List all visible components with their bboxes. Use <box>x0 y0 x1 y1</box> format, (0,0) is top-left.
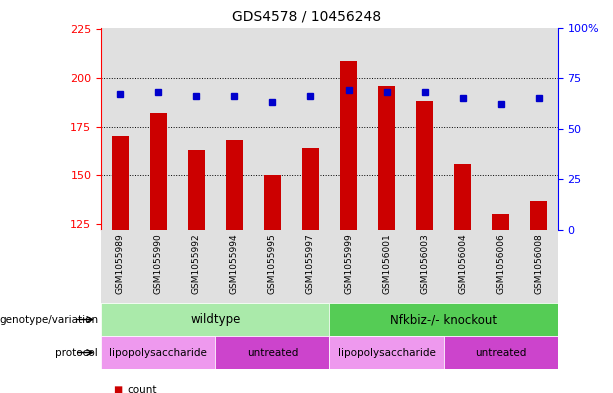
Bar <box>454 164 471 230</box>
Bar <box>406 28 444 230</box>
Text: lipopolysaccharide: lipopolysaccharide <box>109 347 207 358</box>
Bar <box>291 230 330 303</box>
Bar <box>444 336 558 369</box>
Bar <box>215 28 253 230</box>
Bar <box>482 230 520 303</box>
Bar <box>139 28 177 230</box>
Text: GSM1055989: GSM1055989 <box>116 233 124 294</box>
Bar <box>101 230 139 303</box>
Text: GSM1055990: GSM1055990 <box>154 233 162 294</box>
Text: GSM1055999: GSM1055999 <box>344 233 353 294</box>
Bar <box>101 28 139 230</box>
Text: GSM1055995: GSM1055995 <box>268 233 277 294</box>
Bar <box>368 230 406 303</box>
Text: GSM1056008: GSM1056008 <box>535 233 543 294</box>
Text: GSM1055994: GSM1055994 <box>230 233 239 294</box>
Bar <box>444 28 482 230</box>
Text: untreated: untreated <box>475 347 527 358</box>
Bar <box>378 86 395 230</box>
Bar <box>253 28 291 230</box>
Bar <box>416 101 433 230</box>
Bar <box>150 113 167 230</box>
Bar <box>101 336 215 369</box>
Bar <box>177 28 215 230</box>
Text: ■: ■ <box>113 385 123 393</box>
Text: Nfkbiz-/- knockout: Nfkbiz-/- knockout <box>390 313 497 326</box>
Bar <box>188 150 205 230</box>
Bar <box>340 61 357 230</box>
Text: untreated: untreated <box>246 347 298 358</box>
Bar <box>406 230 444 303</box>
Bar <box>139 230 177 303</box>
Text: wildtype: wildtype <box>190 313 240 326</box>
Bar <box>112 136 129 230</box>
Bar <box>264 175 281 230</box>
Bar <box>177 230 215 303</box>
Bar <box>530 201 547 230</box>
Bar <box>101 303 330 336</box>
Bar <box>368 28 406 230</box>
Bar <box>330 303 558 336</box>
Text: lipopolysaccharide: lipopolysaccharide <box>338 347 435 358</box>
Text: genotype/variation: genotype/variation <box>0 314 98 325</box>
Text: GSM1055997: GSM1055997 <box>306 233 315 294</box>
Text: GSM1056004: GSM1056004 <box>458 233 467 294</box>
Text: GSM1056003: GSM1056003 <box>420 233 429 294</box>
Bar <box>215 336 330 369</box>
Bar <box>520 230 558 303</box>
Bar <box>492 214 509 230</box>
Bar <box>226 140 243 230</box>
Text: count: count <box>127 385 156 393</box>
Bar <box>520 28 558 230</box>
Text: GSM1056001: GSM1056001 <box>382 233 391 294</box>
Text: GSM1055992: GSM1055992 <box>192 233 201 294</box>
Bar <box>444 230 482 303</box>
Text: GDS4578 / 10456248: GDS4578 / 10456248 <box>232 10 381 24</box>
Bar <box>291 28 330 230</box>
Bar <box>302 148 319 230</box>
Bar <box>330 28 368 230</box>
Bar <box>253 230 291 303</box>
Bar <box>330 336 444 369</box>
Bar <box>215 230 253 303</box>
Text: GSM1056006: GSM1056006 <box>497 233 505 294</box>
Bar <box>330 230 368 303</box>
Text: protocol: protocol <box>55 347 98 358</box>
Bar <box>482 28 520 230</box>
